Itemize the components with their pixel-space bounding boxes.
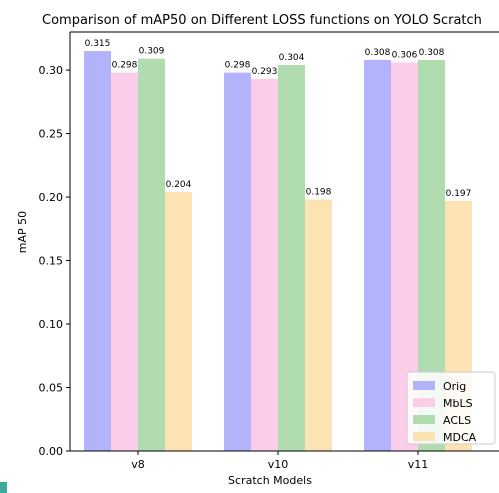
y-axis-label: mAP 50 <box>16 211 29 253</box>
legend-swatch-mdca <box>413 432 435 441</box>
data-label-mbls-v11: 0.306 <box>392 50 418 60</box>
y-tick-label-0.00: 0.00 <box>39 445 64 458</box>
y-tick-label-0.25: 0.25 <box>39 128 64 141</box>
bar-orig-v11 <box>364 59 391 451</box>
bar-mbls-v10 <box>251 78 278 451</box>
data-label-acls-v8: 0.309 <box>139 47 165 57</box>
chart-title: Comparison of mAP50 on Different LOSS fu… <box>42 13 482 28</box>
data-label-acls-v10: 0.304 <box>279 53 305 63</box>
data-label-acls-v11: 0.308 <box>419 48 445 58</box>
x-tick-label-v8: v8 <box>131 458 145 471</box>
x-tick-label-v11: v11 <box>408 458 429 471</box>
bar-mbls-v8 <box>111 72 138 451</box>
corner-marker <box>0 482 7 493</box>
bar-orig-v10 <box>224 72 251 451</box>
legend-entry-orig: Orig <box>443 380 466 393</box>
y-tick-label-0.30: 0.30 <box>39 64 64 77</box>
data-label-orig-v8: 0.315 <box>85 39 111 49</box>
legend-swatch-mbls <box>413 398 435 407</box>
data-label-orig-v10: 0.298 <box>225 61 251 71</box>
data-label-orig-v11: 0.308 <box>365 48 391 58</box>
axes-layer: 0.00 0.05 0.10 0.15 0.20 0.25 0.30 v8 v10 v11 <box>39 31 499 471</box>
bars-layer <box>84 51 472 452</box>
data-label-mdca-v8: 0.204 <box>166 180 192 190</box>
y-tick-label-0.15: 0.15 <box>39 255 64 268</box>
y-tick-label-0.20: 0.20 <box>39 191 64 204</box>
data-label-mbls-v10: 0.293 <box>252 67 278 77</box>
bar-acls-v8 <box>138 58 165 451</box>
y-tick-label-0.05: 0.05 <box>39 382 64 395</box>
bar-acls-v10 <box>278 65 305 452</box>
x-tick-label-v10: v10 <box>268 458 289 471</box>
legend-swatch-acls <box>413 415 435 424</box>
bar-mdca-v8 <box>165 191 192 451</box>
x-axis-label: Scratch Models <box>228 474 312 487</box>
bar-orig-v8 <box>84 51 111 451</box>
legend-entry-mdca: MDCA <box>443 431 477 444</box>
legend-swatch-orig <box>413 381 435 390</box>
y-tick-label-0.10: 0.10 <box>39 318 64 331</box>
data-label-mbls-v8: 0.298 <box>112 61 138 71</box>
legend-entry-acls: ACLS <box>443 414 471 427</box>
legend-entry-mbls: MbLS <box>443 397 473 410</box>
bar-mdca-v10 <box>305 199 332 451</box>
data-label-mdca-v11: 0.197 <box>446 189 472 199</box>
data-labels-layer: 0.3150.2980.3080.2980.2930.3060.3090.304… <box>85 39 472 199</box>
data-label-mdca-v10: 0.198 <box>306 188 332 198</box>
legend: Orig MbLS ACLS MDCA <box>406 371 496 445</box>
